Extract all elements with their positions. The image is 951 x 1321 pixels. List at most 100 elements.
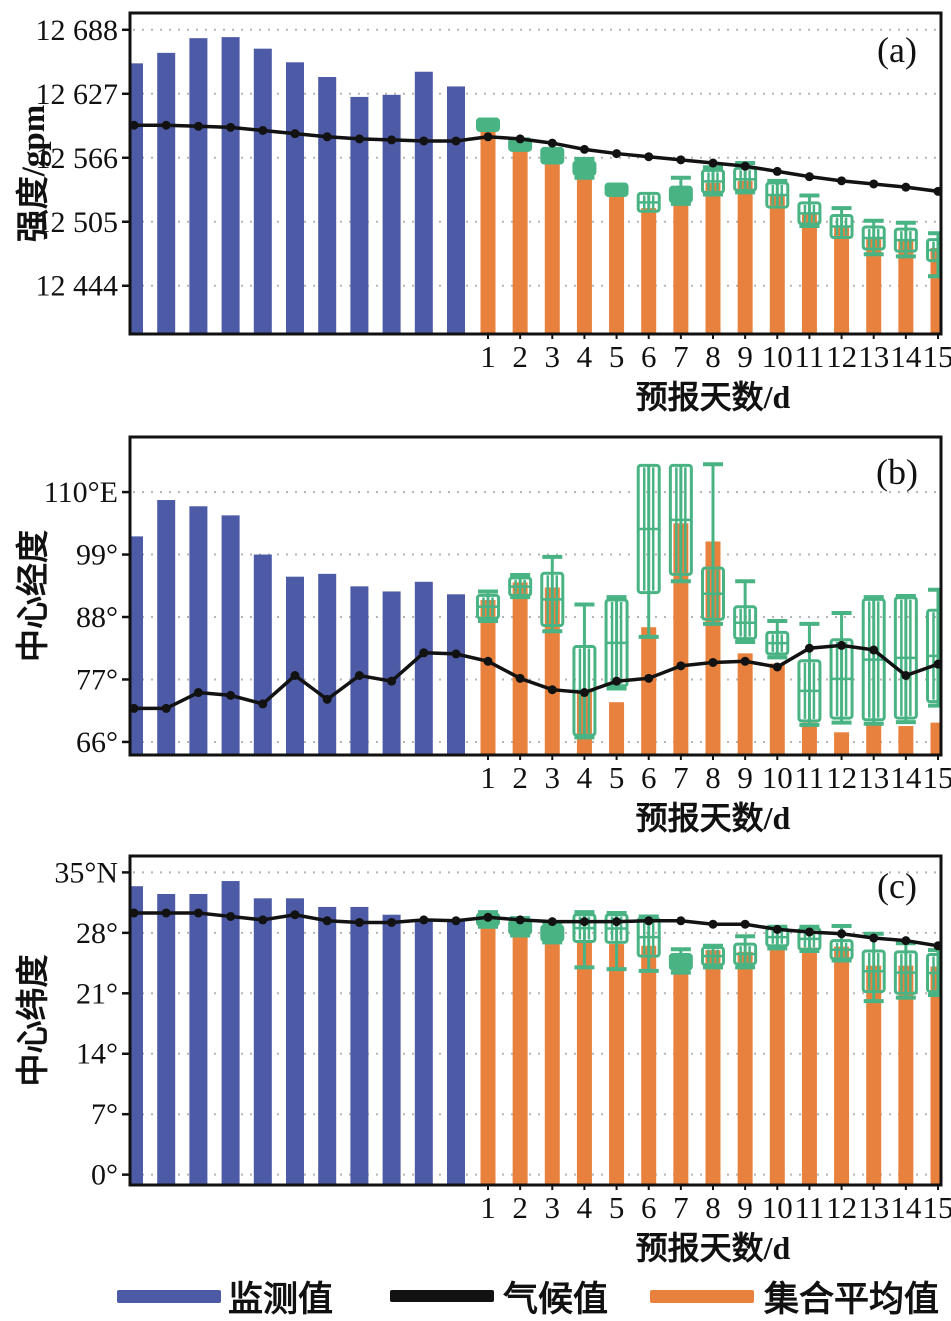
climate-line-marker xyxy=(130,703,139,713)
ensemble-mean-bar xyxy=(834,227,850,334)
x-tick-label: 2 xyxy=(512,760,528,795)
climate-line-marker xyxy=(547,917,557,927)
observed-bar xyxy=(318,76,337,334)
panel-letter: (c) xyxy=(877,866,917,906)
climate-line-marker xyxy=(290,671,300,680)
x-tick-label: 5 xyxy=(609,339,625,374)
y-tick-label: 28° xyxy=(76,917,118,950)
climate-line-marker xyxy=(419,648,429,658)
climate-line-marker xyxy=(837,176,847,186)
climate-line-marker xyxy=(226,122,236,132)
climate-line-marker xyxy=(869,179,879,189)
climate-line-marker xyxy=(258,125,268,135)
y-tick-label: 12 566 xyxy=(36,142,119,175)
x-tick-label: 10 xyxy=(762,339,793,374)
spread-boxwhisker xyxy=(733,579,758,644)
climate-line-marker xyxy=(901,182,911,192)
climate-line-marker xyxy=(740,161,750,171)
climate-line-marker xyxy=(901,936,911,946)
x-tick-label: 11 xyxy=(794,760,824,795)
ensemble-mean-bar xyxy=(576,942,592,1185)
y-tick-label: 99° xyxy=(76,539,118,572)
observed-bar xyxy=(286,898,304,1185)
ensemble-mean-bar xyxy=(834,732,850,755)
x-axis-title: 预报天数/d xyxy=(636,800,791,836)
climate-line-marker xyxy=(740,919,750,929)
ensemble-mean-bar xyxy=(801,722,817,755)
observed-bar xyxy=(189,38,208,334)
climate-line-marker xyxy=(290,910,300,920)
observed-bar xyxy=(447,594,465,755)
ensemble-mean-bar xyxy=(769,195,785,334)
climate-line-marker xyxy=(612,917,622,927)
y-tick-label: 0° xyxy=(91,1159,118,1192)
x-tick-label: 1 xyxy=(480,1190,496,1225)
climate-line-marker xyxy=(933,941,941,951)
climate-line-marker xyxy=(483,132,493,142)
x-tick-label: 6 xyxy=(641,760,657,795)
observed-bar xyxy=(350,96,369,334)
x-tick-label: 11 xyxy=(794,1190,824,1225)
ensemble-mean-bar xyxy=(609,944,625,1185)
spread-boxwhisker xyxy=(572,156,597,180)
climate-line-marker xyxy=(837,640,847,650)
plot-area xyxy=(130,881,941,1185)
y-axis-title: 中心经度 xyxy=(15,530,52,662)
spread-boxwhisker xyxy=(893,941,918,1000)
x-axis-title: 预报天数/d xyxy=(636,1230,791,1266)
climate-line-marker xyxy=(579,688,589,698)
ensemble-mean-bar xyxy=(898,965,914,1185)
ensemble-mean-bar xyxy=(737,180,753,334)
climate-line-marker xyxy=(387,917,397,927)
ensemble-mean-bar xyxy=(834,946,850,1185)
spread-boxwhisker xyxy=(476,117,500,132)
x-tick-label: 8 xyxy=(705,760,721,795)
climate-line-marker xyxy=(612,149,622,159)
climate-line-marker xyxy=(419,136,429,146)
x-tick-label: 8 xyxy=(705,1190,721,1225)
spread-boxwhisker xyxy=(508,137,533,152)
climate-line-marker xyxy=(708,919,718,929)
ensemble-mean-bar xyxy=(930,247,941,334)
x-tick-label: 4 xyxy=(577,1190,593,1225)
ensemble-mean-bar xyxy=(641,945,657,1185)
x-tick-label: 9 xyxy=(737,339,753,374)
panel-c: 35°N28°21°14°7°0°1 2 3 4 5 6 7 8 9 10 11 12 13 14 15预报… xyxy=(15,854,951,1266)
observed-bar xyxy=(253,48,272,334)
climate-line-marker xyxy=(226,690,236,700)
spread-boxwhisker xyxy=(701,462,725,626)
ensemble-mean-bar xyxy=(769,946,785,1185)
climate-line xyxy=(131,643,941,711)
x-tick-label: 9 xyxy=(737,760,753,795)
observed-bar xyxy=(382,94,401,334)
climate-line-marker xyxy=(161,703,171,713)
x-tick-label: 2 xyxy=(512,1190,528,1225)
climate-line-marker xyxy=(161,120,171,130)
climate-line-marker xyxy=(772,662,782,672)
x-tick-label: 4 xyxy=(577,760,593,795)
legend-label-ensemble: 集合平均值 xyxy=(764,1280,940,1319)
spread-boxwhisker xyxy=(893,594,918,725)
spread-boxwhisker xyxy=(893,220,918,259)
spread-boxwhisker xyxy=(829,923,854,963)
observed-bar xyxy=(189,893,208,1185)
x-tick-label: 15 xyxy=(923,760,951,795)
ensemble-mean-bar xyxy=(930,966,941,1185)
climate-line-marker xyxy=(676,916,686,926)
x-tick-label: 12 xyxy=(826,760,857,795)
climate-line-marker xyxy=(515,673,525,683)
legend-label-climate: 气候值 xyxy=(503,1280,609,1319)
y-tick-label: 12 688 xyxy=(36,14,119,47)
climate-line-marker xyxy=(676,661,686,671)
spread-boxwhisker xyxy=(476,589,500,623)
x-tick-label: 14 xyxy=(890,1190,922,1225)
ensemble-mean-bar xyxy=(801,947,817,1185)
x-tick-label: 13 xyxy=(858,760,889,795)
climate-line xyxy=(131,123,941,195)
observed-bar xyxy=(286,62,304,334)
panel-border xyxy=(128,11,943,336)
spread-boxwhisker xyxy=(765,618,790,660)
climate-line-marker xyxy=(869,645,879,655)
